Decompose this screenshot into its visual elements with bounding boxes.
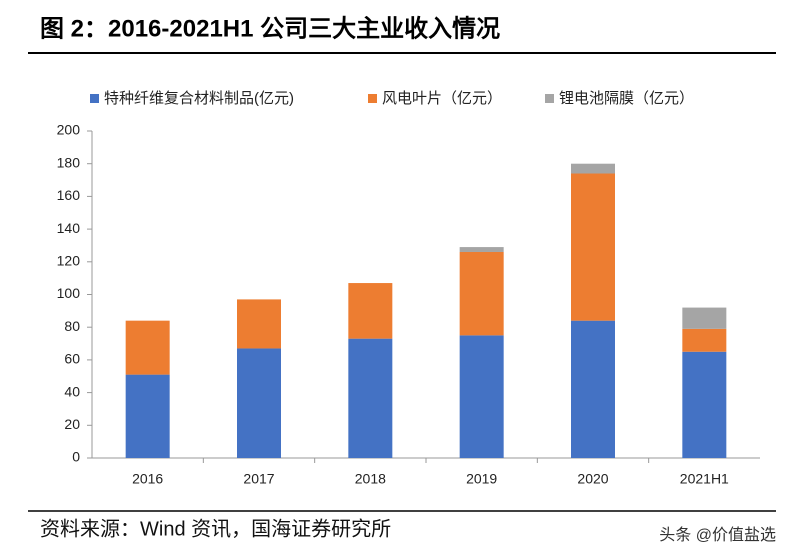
bar-segment bbox=[459, 247, 504, 252]
y-tick-label: 140 bbox=[57, 220, 81, 236]
legend-label: 锂电池隔膜（亿元） bbox=[559, 90, 694, 107]
x-tick-label: 2018 bbox=[355, 471, 386, 487]
y-tick-label: 120 bbox=[57, 253, 81, 269]
y-tick-label: 160 bbox=[57, 187, 81, 203]
y-tick-label: 200 bbox=[57, 122, 81, 138]
bar-segment bbox=[682, 351, 727, 458]
bar-segment bbox=[348, 338, 393, 458]
y-tick-label: 40 bbox=[64, 383, 80, 399]
bar-segment bbox=[237, 348, 281, 458]
bar-segment bbox=[459, 251, 504, 336]
bar-segment bbox=[682, 328, 727, 352]
bar-segment bbox=[125, 374, 170, 458]
y-tick-label: 100 bbox=[57, 285, 81, 301]
y-tick-label: 60 bbox=[64, 351, 80, 367]
chart-title: 图 2：2016-2021H1 公司三大主业收入情况 bbox=[40, 15, 500, 42]
legend-swatch bbox=[90, 94, 99, 103]
bar-segment bbox=[571, 173, 615, 321]
bar-segment bbox=[571, 320, 615, 458]
x-tick-label: 2016 bbox=[132, 471, 163, 487]
x-tick-label: 2020 bbox=[577, 471, 608, 487]
bar-segment bbox=[682, 307, 727, 329]
x-tick-label: 2019 bbox=[466, 471, 497, 487]
legend-swatch bbox=[368, 94, 377, 103]
bar-segment bbox=[348, 283, 393, 339]
legend-label: 特种纤维复合材料制品(亿元) bbox=[104, 89, 294, 107]
watermark: 头条 @价值盐选 bbox=[659, 526, 776, 544]
bar-segment bbox=[125, 320, 170, 375]
legend-label: 风电叶片（亿元） bbox=[382, 90, 502, 107]
y-tick-label: 0 bbox=[72, 449, 80, 465]
y-tick-label: 20 bbox=[64, 416, 80, 432]
x-tick-label: 2021H1 bbox=[680, 471, 729, 487]
y-tick-label: 80 bbox=[64, 318, 80, 334]
legend-swatch bbox=[545, 94, 554, 103]
bar-segment bbox=[237, 299, 281, 349]
source-note: 资料来源：Wind 资讯，国海证券研究所 bbox=[40, 517, 391, 540]
x-tick-label: 2017 bbox=[243, 471, 274, 487]
bar-segment bbox=[459, 335, 504, 458]
bar-segment bbox=[571, 163, 615, 174]
y-tick-label: 180 bbox=[57, 154, 81, 170]
